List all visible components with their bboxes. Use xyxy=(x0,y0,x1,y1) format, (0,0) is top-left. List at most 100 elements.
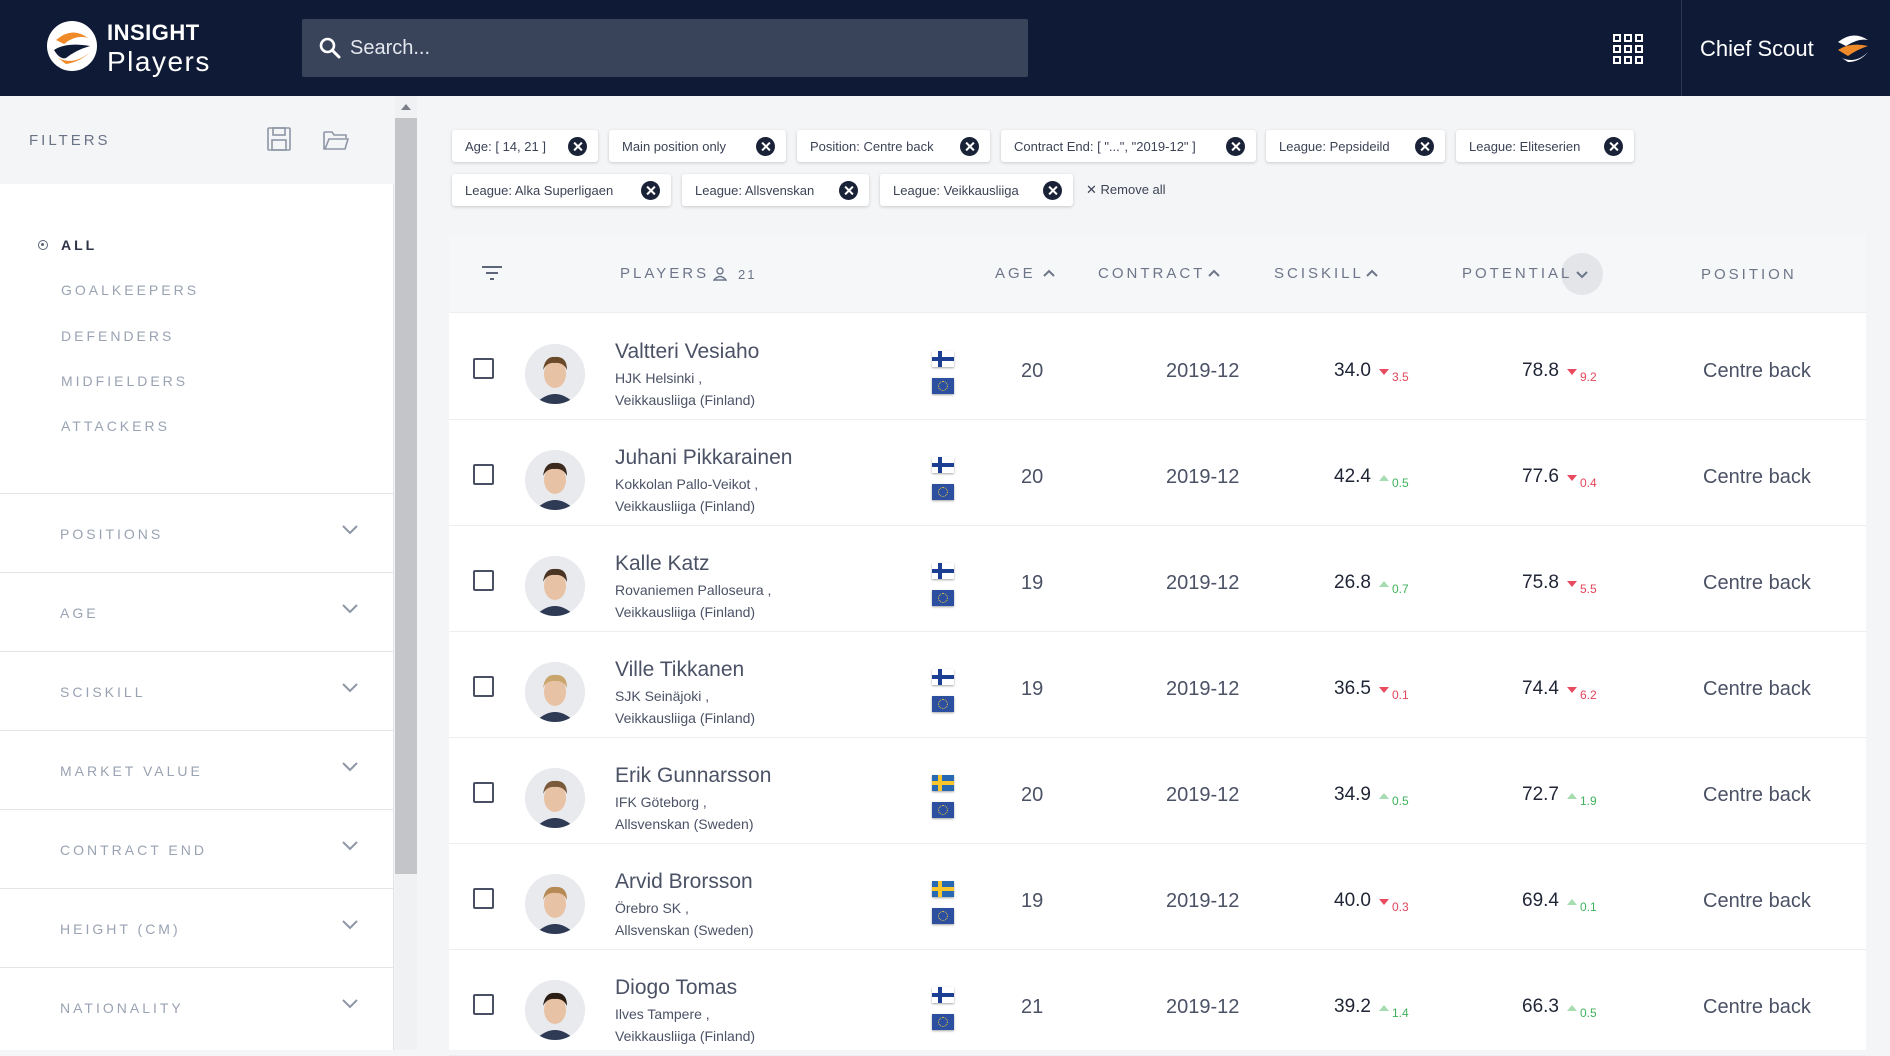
chevron-down-icon xyxy=(342,920,358,930)
player-age: 19 xyxy=(1021,572,1044,594)
table-row[interactable]: Valtteri Vesiaho HJK Helsinki , Veikkausli… xyxy=(449,314,1866,420)
search-input[interactable] xyxy=(350,19,1010,77)
category-midfielders[interactable]: MIDFIELDERS xyxy=(61,373,189,389)
player-name[interactable]: Valtteri Vesiaho xyxy=(615,340,760,363)
scroll-up-arrow-icon[interactable] xyxy=(401,104,411,110)
player-age: 19 xyxy=(1021,678,1044,700)
filter-section-market-value[interactable]: MARKET VALUE xyxy=(0,730,394,809)
open-folder-icon[interactable] xyxy=(322,128,350,152)
close-icon: ✕ xyxy=(1086,182,1097,197)
sort-desc-icon[interactable] xyxy=(1576,271,1588,279)
selected-category-radio[interactable] xyxy=(38,240,48,250)
category-goalkeepers[interactable]: GOALKEEPERS xyxy=(61,282,200,298)
filter-section-age[interactable]: AGE xyxy=(0,572,394,651)
avatar[interactable] xyxy=(525,980,585,1040)
potential-delta: 9.2 xyxy=(1580,370,1597,384)
header-age[interactable]: AGE xyxy=(995,265,1036,282)
player-name[interactable]: Erik Gunnarsson xyxy=(615,764,772,787)
remove-chip-icon[interactable] xyxy=(1415,137,1434,156)
players-table: PLAYERS 21 AGE CONTRACT SCISKILL POTENTI… xyxy=(449,235,1866,1056)
remove-chip-icon[interactable] xyxy=(568,137,587,156)
avatar[interactable] xyxy=(525,768,585,828)
sciskill-value: 36.5 xyxy=(1334,678,1371,699)
player-position: Centre back xyxy=(1703,360,1811,382)
sort-asc-icon[interactable] xyxy=(1366,269,1378,277)
scrollbar-thumb[interactable] xyxy=(395,118,417,874)
row-checkbox[interactable] xyxy=(473,464,494,485)
filter-section-positions[interactable]: POSITIONS xyxy=(0,493,394,572)
player-club: HJK Helsinki , xyxy=(615,370,703,386)
sciskill-value: 39.2 xyxy=(1334,996,1371,1017)
sort-asc-icon[interactable] xyxy=(1043,269,1055,277)
player-league: Allsvenskan (Sweden) xyxy=(615,922,754,938)
table-row[interactable]: Diogo Tomas Ilves Tampere , Veikkausliiga … xyxy=(449,950,1866,1056)
table-row[interactable]: Erik Gunnarsson IFK Göteborg , Allsvenskan… xyxy=(449,738,1866,844)
row-checkbox[interactable] xyxy=(473,782,494,803)
player-name[interactable]: Diogo Tomas xyxy=(615,976,738,999)
chip-label: League: Alka Superligaen xyxy=(465,183,614,198)
avatar[interactable] xyxy=(525,450,585,510)
remove-chip-icon[interactable] xyxy=(1226,137,1245,156)
chip-label: League: Allsvenskan xyxy=(695,183,815,198)
row-checkbox[interactable] xyxy=(473,676,494,697)
filter-section-sciskill[interactable]: SCISKILL xyxy=(0,651,394,730)
row-checkbox[interactable] xyxy=(473,994,494,1015)
remove-all-button[interactable]: ✕ Remove all xyxy=(1086,182,1166,198)
header-sciskill[interactable]: SCISKILL xyxy=(1274,265,1364,282)
player-contract: 2019-12 xyxy=(1166,996,1240,1018)
remove-chip-icon[interactable] xyxy=(1604,137,1623,156)
row-checkbox[interactable] xyxy=(473,570,494,591)
insight-logo[interactable] xyxy=(46,20,98,72)
apps-grid-icon[interactable] xyxy=(1612,33,1644,65)
filter-section-height[interactable]: HEIGHT (CM) xyxy=(0,888,394,967)
player-name[interactable]: Kalle Katz xyxy=(615,552,710,575)
sciskill-value: 34.9 xyxy=(1334,784,1371,805)
filter-chip-age: Age: [ 14, 21 ] xyxy=(452,130,598,162)
filter-list-icon[interactable] xyxy=(481,265,503,281)
table-row[interactable]: Juhani Pikkarainen Kokkolan Pallo-Veikot … xyxy=(449,420,1866,526)
category-all[interactable]: ALL xyxy=(61,237,98,253)
sidebar-scrollbar[interactable] xyxy=(395,96,417,1050)
player-name[interactable]: Juhani Pikkarainen xyxy=(615,446,793,469)
row-checkbox[interactable] xyxy=(473,358,494,379)
trend-up-icon xyxy=(1379,793,1389,799)
chevron-down-icon xyxy=(342,841,358,851)
filter-section-contract-end[interactable]: CONTRACT END xyxy=(0,809,394,888)
trend-up-icon xyxy=(1567,793,1577,799)
remove-chip-icon[interactable] xyxy=(641,181,660,200)
table-row[interactable]: Arvid Brorsson Örebro SK , Allsvenskan (Sw… xyxy=(449,844,1866,950)
filters-sidebar: FILTERS ALL GOALKEEPERS DEFENDERS MIDFIE… xyxy=(0,96,394,1050)
remove-chip-icon[interactable] xyxy=(1043,181,1062,200)
category-defenders[interactable]: DEFENDERS xyxy=(61,328,175,344)
chip-label: League: Eliteserien xyxy=(1469,139,1581,154)
sciskill-delta: 0.7 xyxy=(1392,582,1409,596)
filter-chip-position: Position: Centre back xyxy=(797,130,990,162)
sciskill-value: 34.0 xyxy=(1334,360,1371,381)
player-photo xyxy=(525,874,585,934)
chip-label: League: Veikkausliiga xyxy=(893,183,1019,198)
row-checkbox[interactable] xyxy=(473,888,494,909)
header-contract[interactable]: CONTRACT xyxy=(1098,265,1206,282)
remove-chip-icon[interactable] xyxy=(839,181,858,200)
avatar[interactable] xyxy=(525,344,585,404)
avatar[interactable] xyxy=(525,556,585,616)
sort-asc-icon[interactable] xyxy=(1208,269,1220,277)
category-attackers[interactable]: ATTACKERS xyxy=(61,418,170,434)
table-row[interactable]: Ville Tikkanen SJK Seinäjoki , Veikkauslii… xyxy=(449,632,1866,738)
user-avatar-icon[interactable] xyxy=(1834,28,1872,66)
filter-section-label: NATIONALITY xyxy=(60,1000,184,1016)
filter-section-nationality[interactable]: NATIONALITY xyxy=(0,967,394,1046)
remove-chip-icon[interactable] xyxy=(756,137,775,156)
search-bar[interactable] xyxy=(302,19,1028,77)
avatar[interactable] xyxy=(525,874,585,934)
avatar[interactable] xyxy=(525,662,585,722)
player-name[interactable]: Arvid Brorsson xyxy=(615,870,753,893)
player-name[interactable]: Ville Tikkanen xyxy=(615,658,745,681)
header-potential[interactable]: POTENTIAL xyxy=(1462,265,1573,282)
nationality-flag-icon xyxy=(932,351,954,367)
user-menu-label[interactable]: Chief Scout xyxy=(1700,36,1814,61)
sort-active-indicator[interactable] xyxy=(1561,253,1603,295)
table-row[interactable]: Kalle Katz Rovaniemen Palloseura , Veikkau… xyxy=(449,526,1866,632)
save-icon[interactable] xyxy=(266,126,292,152)
remove-chip-icon[interactable] xyxy=(960,137,979,156)
